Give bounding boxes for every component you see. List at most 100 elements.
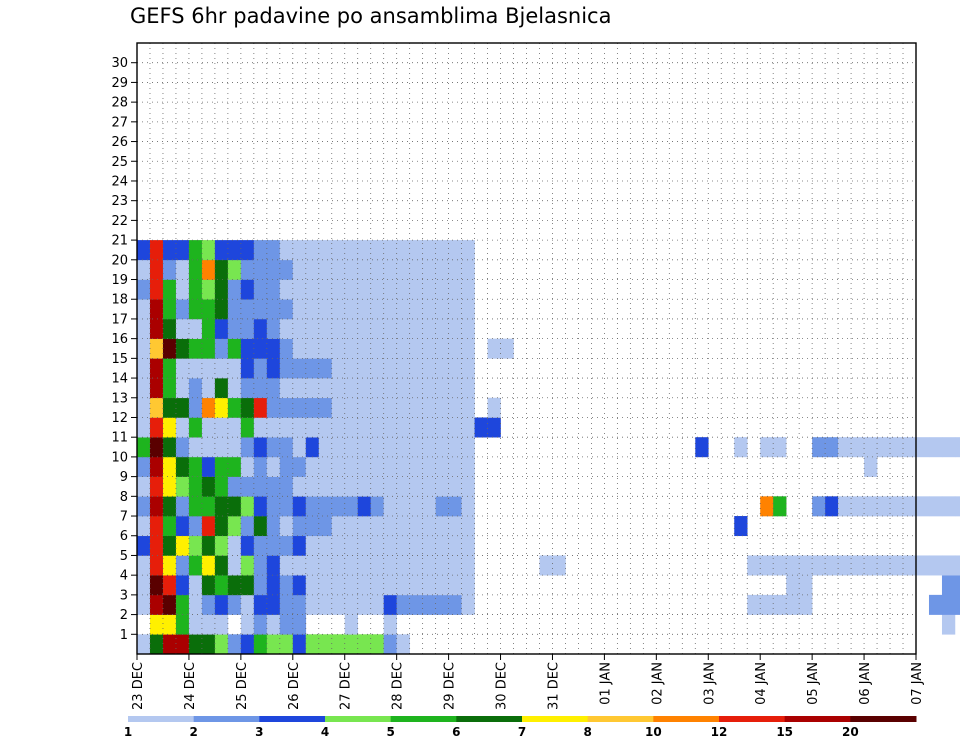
heatmap-cell [916,437,930,458]
heatmap-cell [409,259,423,280]
heatmap-cell [305,338,320,359]
heatmap-cell [214,594,229,615]
heatmap-cell [227,476,242,497]
y-tick-label: 4 [120,569,128,584]
heatmap-cell [422,594,436,615]
heatmap-cell [137,496,151,517]
heatmap-cell [253,318,268,339]
heatmap-cell [357,516,371,537]
heatmap-cell [305,535,320,556]
y-tick-label: 20 [111,253,128,268]
heatmap-cell [448,279,462,300]
legend-label: 8 [583,725,591,739]
heatmap-cell [279,358,294,379]
heatmap-cell [448,299,462,320]
x-tick-label: 03 JAN [702,662,717,705]
y-tick-label: 12 [111,411,128,426]
heatmap-cell [305,476,320,497]
heatmap-cell [137,259,151,280]
heatmap-cell [409,437,423,458]
heatmap-cell [435,299,449,320]
heatmap-cell [331,594,346,615]
heatmap-cell [435,397,449,418]
heatmap-cell [137,417,151,438]
heatmap-cell [422,575,436,596]
heatmap-cell [253,259,268,280]
heatmap-cell [149,575,164,596]
heatmap-cell [188,358,203,379]
heatmap-cell [240,358,255,379]
heatmap-cell [370,240,384,261]
heatmap-cell [188,496,203,517]
heatmap-cell [318,535,333,556]
heatmap-cell [188,516,203,537]
legend-label: 2 [189,725,197,739]
heatmap-cell [318,338,333,359]
heatmap-cell [409,318,423,339]
heatmap-cell [214,299,229,320]
heatmap-cell [838,555,852,576]
heatmap-cell [227,516,242,537]
heatmap-cell [175,259,190,280]
y-tick-label: 16 [111,332,128,347]
heatmap-cell [734,437,748,458]
heatmap-cell [851,437,865,458]
heatmap-cell [695,437,709,458]
heatmap-cell [825,555,839,576]
heatmap-cell [305,240,320,261]
y-tick-label: 2 [120,608,128,623]
heatmap-cell [928,437,943,458]
y-tick-label: 27 [111,115,128,130]
heatmap-cell [864,555,878,576]
heatmap-cell [357,318,371,339]
heatmap-cell [266,417,281,438]
heatmap-cell [279,259,294,280]
heatmap-cell [383,516,397,537]
heatmap-cell [214,476,229,497]
heatmap-cell [175,358,190,379]
heatmap-cell [461,358,475,379]
legend-swatch [325,716,392,722]
heatmap-cell [786,555,800,576]
heatmap-cell [396,594,410,615]
heatmap-cell [279,299,294,320]
heatmap-cell [201,575,216,596]
heatmap-cell [253,397,268,418]
heatmap-cell [305,299,320,320]
heatmap-cell [422,516,436,537]
heatmap-cell [227,456,242,477]
heatmap-cell [318,397,333,418]
heatmap-cell [357,299,371,320]
heatmap-cell [864,496,878,517]
grid [137,43,916,654]
heatmap-cell [941,614,956,635]
heatmap-cell [175,535,190,556]
heatmap-cell [383,279,397,300]
heatmap-cell [773,496,787,517]
heatmap-cell [214,496,229,517]
heatmap-cell [331,456,346,477]
heatmap-cell [188,299,203,320]
heatmap-cell [318,318,333,339]
y-tick-label: 10 [111,450,128,465]
heatmap-cell [266,358,281,379]
heatmap-cell [941,555,956,576]
heatmap-cell [461,456,475,477]
heatmap-cell [292,299,307,320]
heatmap-cell [279,437,294,458]
heatmap-cell [214,456,229,477]
heatmap-cell [137,456,151,477]
heatmap-cell [318,496,333,517]
heatmap-cell [292,575,307,596]
heatmap-cell [448,338,462,359]
heatmap-cell [409,575,423,596]
heatmap-cell [890,437,904,458]
heatmap-cell [941,575,956,596]
heatmap-cell [279,318,294,339]
heatmap-cell [448,240,462,261]
x-tick-label: 25 DEC [235,662,250,710]
heatmap-cell [383,240,397,261]
heatmap-cell [266,259,281,280]
heatmap-cell [383,437,397,458]
heatmap-cell [175,634,190,655]
